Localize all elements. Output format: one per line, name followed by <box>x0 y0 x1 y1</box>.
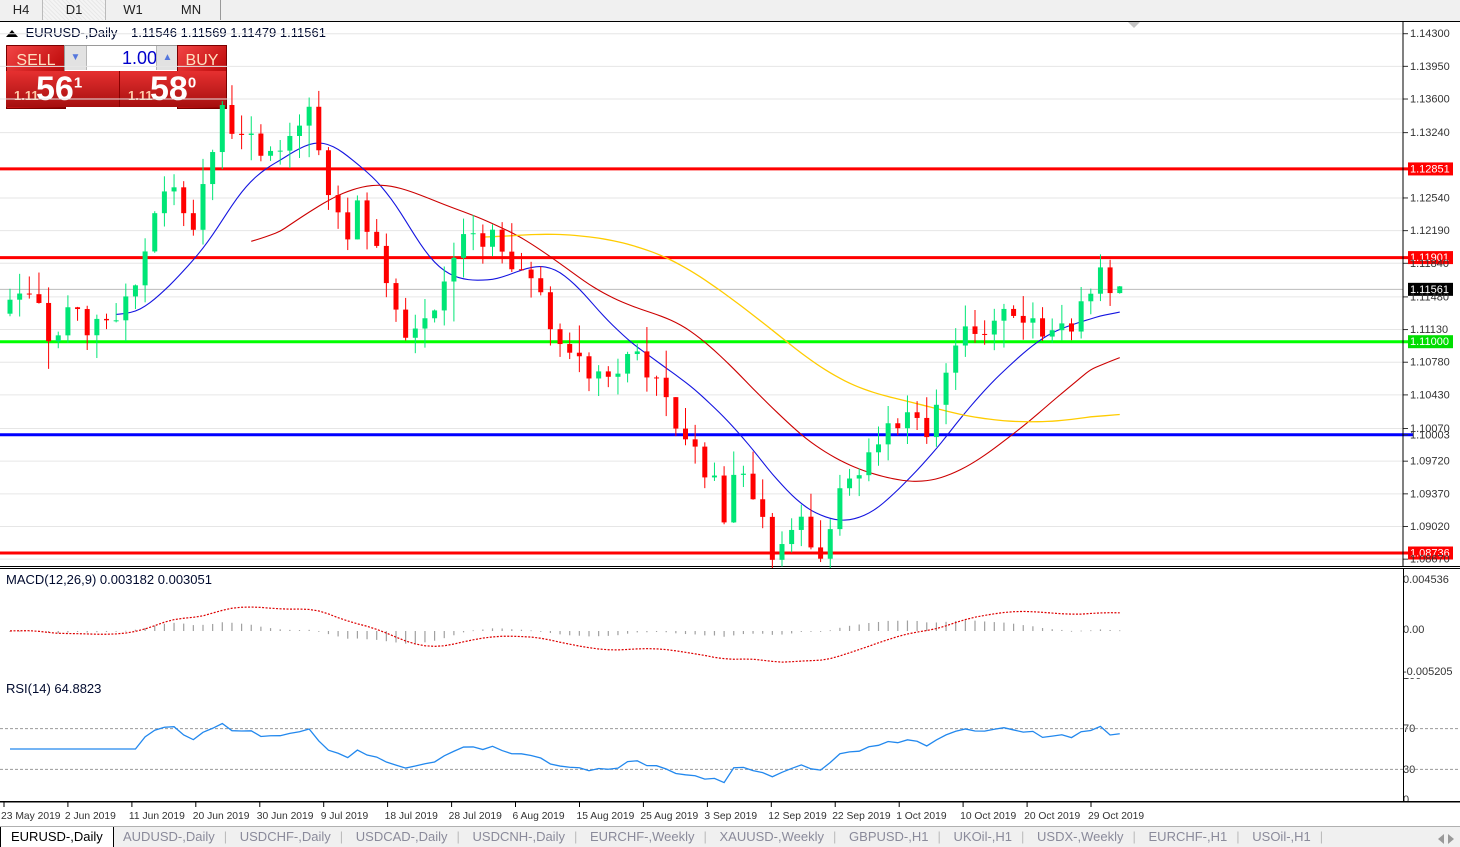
svg-text:23 May 2019: 23 May 2019 <box>1 811 61 822</box>
svg-text:1 Oct 2019: 1 Oct 2019 <box>896 811 947 822</box>
svg-text:3 Sep 2019: 3 Sep 2019 <box>704 811 757 822</box>
svg-text:28 Jul 2019: 28 Jul 2019 <box>449 811 503 822</box>
svg-text:10 Oct 2019: 10 Oct 2019 <box>960 811 1016 822</box>
svg-text:11 Jun 2019: 11 Jun 2019 <box>129 811 185 822</box>
svg-text:15 Aug 2019: 15 Aug 2019 <box>577 811 635 822</box>
svg-text:6 Aug 2019: 6 Aug 2019 <box>513 811 565 822</box>
svg-text:20 Oct 2019: 20 Oct 2019 <box>1024 811 1080 822</box>
svg-text:29 Oct 2019: 29 Oct 2019 <box>1088 811 1144 822</box>
svg-text:18 Jul 2019: 18 Jul 2019 <box>385 811 439 822</box>
svg-text:22 Sep 2019: 22 Sep 2019 <box>832 811 891 822</box>
svg-text:30 Jun 2019: 30 Jun 2019 <box>257 811 314 822</box>
svg-text:12 Sep 2019: 12 Sep 2019 <box>768 811 827 822</box>
svg-text:25 Aug 2019: 25 Aug 2019 <box>640 811 698 822</box>
svg-text:20 Jun 2019: 20 Jun 2019 <box>193 811 250 822</box>
svg-text:9 Jul 2019: 9 Jul 2019 <box>321 811 369 822</box>
svg-text:2 Jun 2019: 2 Jun 2019 <box>65 811 116 822</box>
